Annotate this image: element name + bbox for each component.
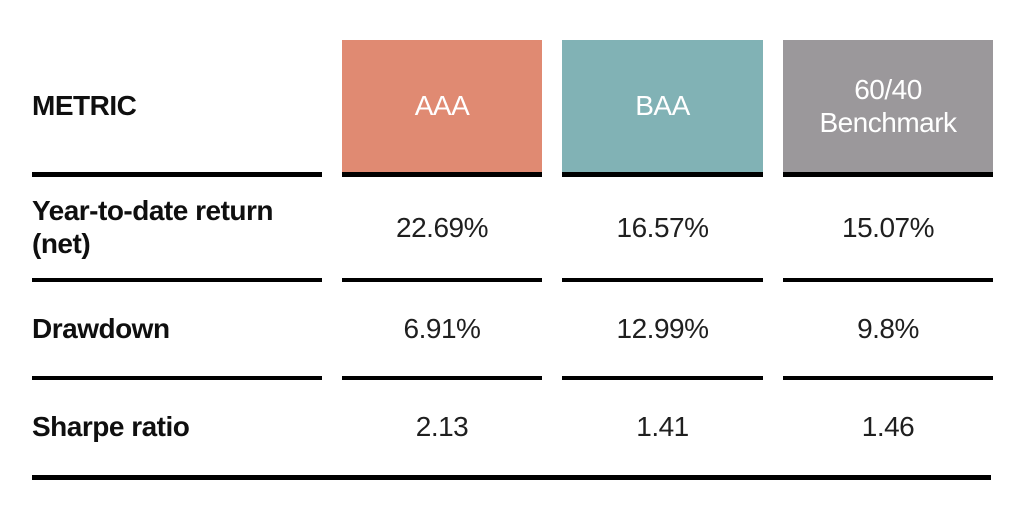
value-ytd-return-baa: 16.57% (562, 177, 763, 282)
metrics-table: METRIC AAA BAA 60/40 Benchmark Year-to-d… (32, 0, 993, 474)
value-ytd-return-benchmark: 15.07% (783, 177, 993, 282)
column-header-baa: BAA (562, 40, 763, 177)
column-header-aaa: AAA (342, 40, 542, 177)
value-sharpe-baa: 1.41 (636, 411, 689, 442)
value-sharpe-aaa: 2.13 (415, 411, 469, 442)
table-bottom-rule (32, 475, 991, 480)
value-drawdown-baa: 12.99% (562, 282, 763, 380)
row-label-ytd-return: Year-to-date return (net) (32, 177, 322, 282)
column-header-benchmark: 60/40 Benchmark (783, 40, 993, 177)
value-sharpe-benchmark: 1.46 (861, 411, 915, 442)
value-drawdown-aaa: 6.91% (342, 282, 542, 380)
value-ytd-return-aaa: 22.69% (342, 177, 542, 282)
row-label-drawdown: Drawdown (32, 282, 322, 380)
value-drawdown-benchmark: 9.8% (783, 282, 993, 380)
row-label-sharpe-ratio: Sharpe ratio (32, 410, 190, 442)
column-header-metric: METRIC (32, 40, 322, 177)
